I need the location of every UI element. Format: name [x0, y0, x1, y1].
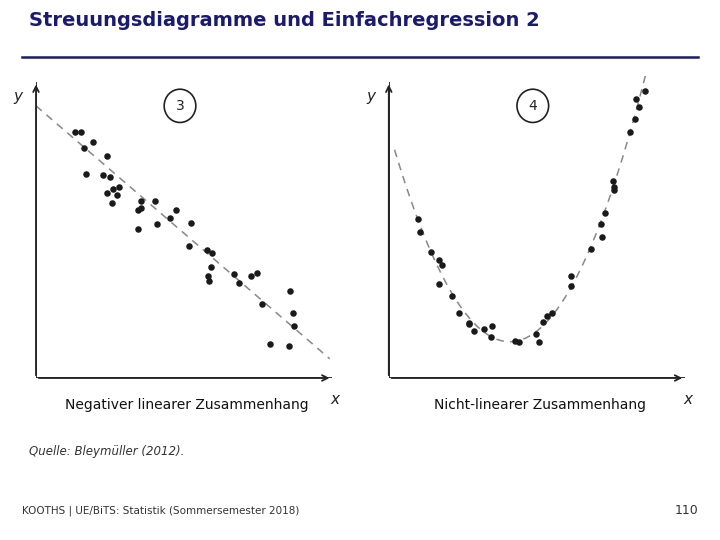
Text: Nicht-linearer Zusammenhang: Nicht-linearer Zusammenhang: [434, 399, 646, 412]
Point: [251, 268, 263, 277]
Point: [80, 169, 91, 178]
Point: [436, 261, 448, 269]
Point: [469, 327, 480, 335]
Point: [70, 127, 81, 136]
Point: [463, 320, 474, 329]
Point: [634, 103, 645, 112]
Point: [446, 292, 458, 300]
Point: [170, 206, 181, 215]
Text: Quelle: Bleymüller (2012).: Quelle: Bleymüller (2012).: [29, 445, 184, 458]
Text: y: y: [14, 89, 22, 104]
Point: [599, 209, 611, 218]
Point: [608, 177, 619, 185]
Point: [135, 197, 146, 206]
Text: 4: 4: [528, 99, 537, 113]
Point: [639, 86, 651, 95]
Point: [164, 214, 176, 222]
Text: 110: 110: [675, 504, 698, 517]
Point: [107, 199, 118, 207]
Point: [433, 255, 445, 264]
Point: [104, 173, 116, 181]
Point: [264, 340, 276, 348]
Point: [541, 312, 553, 320]
Point: [630, 114, 642, 123]
Point: [202, 245, 213, 254]
Point: [414, 227, 426, 236]
Point: [111, 191, 122, 199]
Point: [479, 325, 490, 333]
Point: [624, 127, 636, 136]
Text: y: y: [366, 89, 375, 104]
Point: [284, 287, 295, 295]
Text: x: x: [684, 392, 693, 407]
Text: KOOTHS | UE/BiTS: Statistik (Sommersemester 2018): KOOTHS | UE/BiTS: Statistik (Sommersemes…: [22, 505, 299, 516]
Point: [546, 308, 558, 317]
Point: [608, 186, 620, 194]
Point: [433, 280, 445, 288]
Point: [565, 272, 577, 281]
Point: [132, 205, 143, 214]
Point: [530, 330, 541, 339]
Text: Negativer linearer Zusammenhang: Negativer linearer Zusammenhang: [66, 399, 309, 412]
Point: [151, 220, 163, 228]
Point: [595, 220, 607, 228]
Point: [537, 318, 549, 327]
Point: [564, 281, 576, 290]
Point: [204, 263, 216, 272]
Point: [287, 309, 299, 318]
Point: [135, 204, 146, 212]
Text: 3: 3: [176, 99, 184, 113]
Point: [288, 321, 300, 330]
Point: [413, 214, 424, 223]
Point: [97, 171, 109, 179]
Point: [149, 197, 161, 205]
Point: [186, 219, 197, 228]
Point: [76, 128, 87, 137]
Point: [453, 308, 464, 317]
Point: [233, 279, 245, 287]
Point: [284, 342, 295, 350]
Point: [585, 245, 596, 254]
Point: [101, 189, 112, 198]
Text: Streuungsdiagramme und Einfachregression 2: Streuungsdiagramme und Einfachregression…: [29, 11, 539, 30]
Point: [132, 225, 143, 234]
Point: [534, 338, 545, 346]
Point: [256, 300, 268, 308]
Point: [203, 272, 215, 280]
Point: [246, 272, 257, 280]
Point: [107, 185, 119, 194]
Point: [101, 152, 112, 160]
Point: [464, 319, 475, 327]
Text: x: x: [331, 392, 340, 407]
Point: [184, 242, 195, 251]
Point: [631, 95, 642, 104]
Point: [203, 277, 215, 286]
Point: [426, 248, 437, 256]
Point: [486, 322, 498, 330]
Point: [78, 144, 90, 153]
Point: [513, 338, 525, 346]
Point: [114, 183, 125, 192]
Point: [228, 270, 240, 279]
Point: [509, 336, 521, 345]
Point: [608, 183, 620, 191]
Point: [206, 249, 217, 258]
Point: [485, 332, 496, 341]
Point: [597, 233, 608, 242]
Point: [87, 137, 99, 146]
